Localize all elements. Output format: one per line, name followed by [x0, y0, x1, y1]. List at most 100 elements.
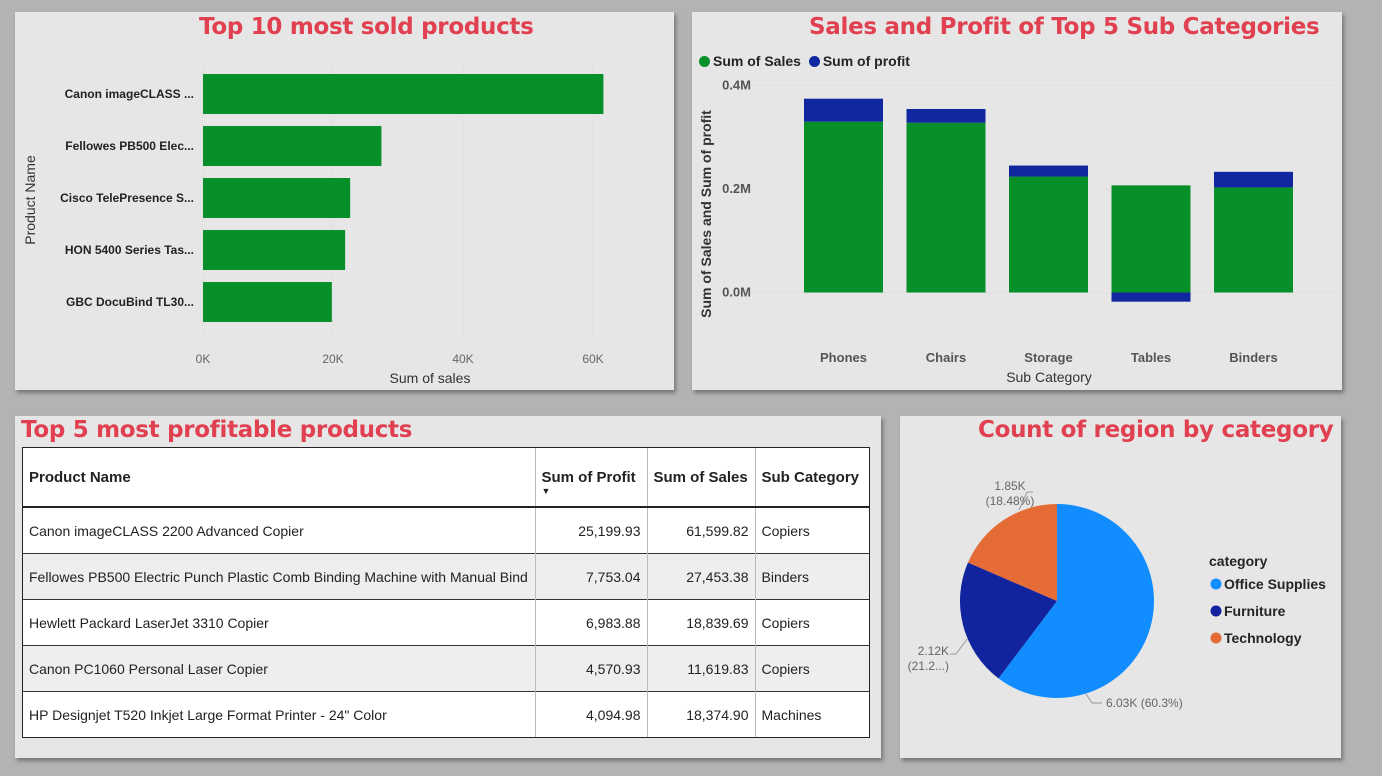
sales-bar: [1009, 176, 1088, 293]
legend-item-profit[interactable]: Sum of profit: [808, 53, 910, 69]
cell-sum-of-sales: 11,619.83: [646, 645, 755, 692]
cell-product-name: HP Designjet T520 Inkjet Large Format Pr…: [23, 691, 535, 737]
legend-label: Office Supplies: [1224, 576, 1326, 592]
table-row[interactable]: Canon imageCLASS 2200 Advanced Copier 25…: [23, 506, 869, 554]
column-header-sub-category[interactable]: Sub Category: [754, 448, 869, 508]
cell-product-name: Canon PC1060 Personal Laser Copier: [23, 645, 535, 692]
cell-sub-category: Copiers: [754, 506, 869, 554]
column-header-sum-of-profit[interactable]: Sum of Profit ▼: [534, 448, 647, 508]
cell-sub-category: Machines: [754, 691, 869, 737]
legend-dot: [1210, 605, 1222, 617]
cell-sum-of-profit: 25,199.93: [534, 506, 647, 554]
cell-sum-of-profit: 4,570.93: [534, 645, 647, 692]
profitable-products-title: Top 5 most profitable products: [21, 417, 413, 443]
cell-sub-category: Copiers: [754, 599, 869, 646]
cell-product-name: Hewlett Packard LaserJet 3310 Copier: [23, 599, 535, 646]
bar: [203, 282, 332, 322]
data-label-percent: (21.2...): [908, 659, 949, 673]
profit-bar: [1009, 165, 1088, 177]
x-tick-label: 40K: [452, 352, 473, 366]
data-label-leader: [950, 637, 969, 655]
profit-bar: [804, 98, 883, 122]
data-label-leader: [1085, 693, 1102, 704]
profit-bar: [1111, 292, 1191, 302]
pie-slice: [998, 504, 1154, 698]
y-tick-label: 0.2M: [722, 181, 751, 196]
x-tick-label: Chairs: [926, 350, 966, 365]
y-tick-label: Cisco TelePresence S...: [60, 191, 194, 205]
cell-sub-category: Copiers: [754, 645, 869, 692]
y-axis-title: Product Name: [22, 155, 38, 245]
legend-title: category: [1209, 553, 1268, 569]
bar: [203, 178, 351, 218]
legend-dot-sales: [699, 56, 710, 67]
x-tick-label: Binders: [1229, 350, 1277, 365]
data-label-value: 1.85K: [994, 479, 1025, 493]
region-by-category-chart: 6.03K (60.3%) 2.12K(21.2...) 1.85K(18.48%)…: [908, 479, 1326, 710]
x-axis-title: Sum of sales: [390, 370, 471, 386]
sub-category-legend: Sum of Sales Sum of profit: [699, 53, 910, 69]
cell-sum-of-sales: 61,599.82: [646, 506, 755, 554]
pie-slice: [960, 562, 1057, 679]
y-tick-label: 0.0M: [722, 285, 751, 300]
sales-bar: [1111, 185, 1191, 293]
legend-dot: [1210, 632, 1222, 644]
legend-dot: [1210, 578, 1222, 590]
cell-sum-of-sales: 18,374.90: [646, 691, 755, 737]
cell-sum-of-profit: 7,753.04: [534, 553, 647, 600]
legend-dot-profit: [808, 56, 820, 67]
top-sold-products-title: Top 10 most sold products: [199, 14, 534, 40]
cell-sum-of-profit: 6,983.88: [534, 599, 647, 646]
x-tick-label: 60K: [582, 352, 603, 366]
data-label-leader: [1018, 491, 1033, 511]
y-axis-title: Sum of Sales and Sum of profit: [698, 110, 714, 318]
cell-product-name: Canon imageCLASS 2200 Advanced Copier: [23, 506, 535, 554]
pie-slice: [967, 504, 1057, 601]
y-tick-label: Canon imageCLASS ...: [65, 87, 194, 101]
y-tick-label: GBC DocuBind TL30...: [66, 295, 194, 309]
cell-sub-category: Binders: [754, 553, 869, 600]
table-row[interactable]: Fellowes PB500 Electric Punch Plastic Co…: [23, 553, 869, 600]
profit-bar: [906, 108, 986, 123]
top-sold-products-chart: 0K 20K 40K 60K Canon imageCLASS ... Fellowes …: [22, 64, 604, 386]
legend-label: Technology: [1224, 630, 1302, 646]
region-by-category-panel: Count of region by category 6.03K (60.3%…: [900, 416, 1341, 758]
table-row[interactable]: HP Designjet T520 Inkjet Large Format Pr…: [23, 691, 869, 737]
sales-bar: [906, 122, 986, 293]
cell-sum-of-sales: 27,453.38: [646, 553, 755, 600]
legend-item-sales[interactable]: Sum of Sales: [699, 53, 801, 69]
cell-sum-of-profit: 4,094.98: [534, 691, 647, 737]
sub-category-panel: Sales and Profit of Top 5 Sub Categories…: [692, 12, 1342, 390]
data-label-percent: (18.48%): [986, 494, 1035, 508]
column-header-product-name[interactable]: Product Name: [23, 448, 535, 508]
region-by-category-title: Count of region by category: [978, 417, 1334, 443]
sub-category-title: Sales and Profit of Top 5 Sub Categories: [809, 14, 1320, 40]
bar: [203, 126, 382, 166]
sub-category-chart: 0.0M 0.2M 0.4M Phones Chairs Storage Tables Bin…: [698, 78, 1337, 385]
data-label: 6.03K (60.3%): [1106, 696, 1183, 710]
x-tick-label: 0K: [196, 352, 211, 366]
legend-label: Furniture: [1224, 603, 1286, 619]
cell-product-name: Fellowes PB500 Electric Punch Plastic Co…: [23, 553, 535, 600]
table-row[interactable]: Hewlett Packard LaserJet 3310 Copier 6,9…: [23, 599, 869, 646]
table-row[interactable]: Canon PC1060 Personal Laser Copier 4,570…: [23, 645, 869, 692]
bar: [203, 230, 346, 270]
sales-bar: [804, 121, 883, 293]
profit-bar: [1214, 171, 1293, 188]
x-tick-label: Storage: [1024, 350, 1072, 365]
cell-sum-of-sales: 18,839.69: [646, 599, 755, 646]
column-header-sum-of-sales[interactable]: Sum of Sales: [646, 448, 755, 508]
sort-descending-icon: ▼: [541, 486, 551, 496]
profitable-products-panel: Top 5 most profitable products Product N…: [15, 416, 881, 758]
data-label-value: 2.12K: [918, 644, 949, 658]
y-tick-label: 0.4M: [722, 78, 751, 93]
y-tick-label: HON 5400 Series Tas...: [65, 243, 194, 257]
top-sold-products-panel: Top 10 most sold products 0K 20K 40K 60K Can…: [15, 12, 674, 390]
bar: [203, 74, 604, 114]
x-tick-label: Phones: [820, 350, 867, 365]
x-tick-label: 20K: [322, 352, 343, 366]
sales-bar: [1214, 187, 1293, 293]
profitable-products-table: Product Name Sum of Profit ▼ Sum of Sales…: [22, 447, 870, 738]
x-axis-title: Sub Category: [1006, 369, 1092, 385]
table-header-row: Product Name Sum of Profit ▼ Sum of Sales…: [23, 448, 869, 508]
